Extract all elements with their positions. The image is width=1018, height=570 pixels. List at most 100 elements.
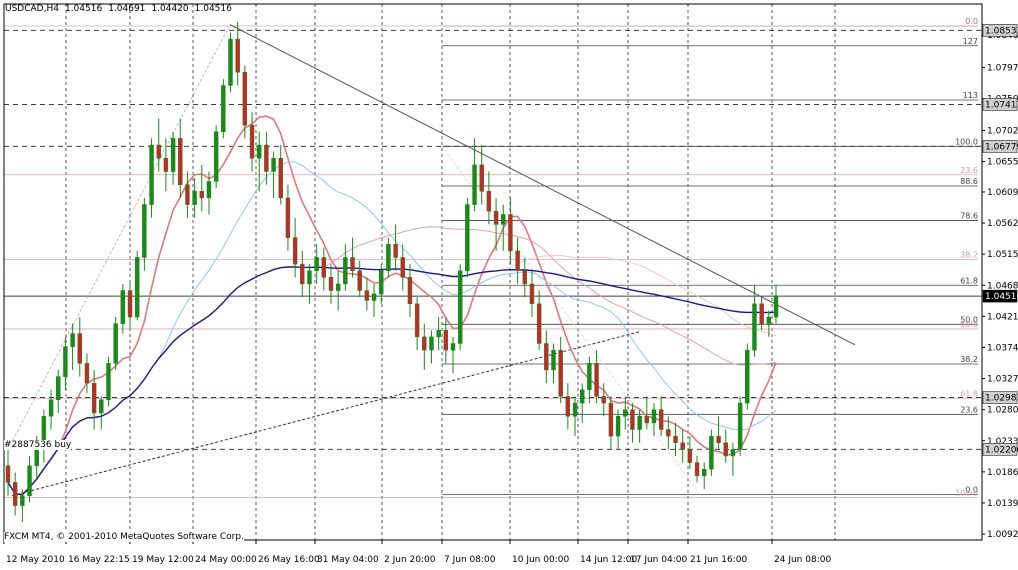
candle-body	[163, 157, 169, 172]
candle-body	[766, 316, 772, 324]
candle-body	[12, 482, 18, 506]
candle-body	[465, 204, 470, 271]
candle-body	[558, 349, 563, 397]
candle-body	[422, 336, 427, 351]
candle-body	[292, 237, 298, 265]
candle-body	[501, 214, 506, 225]
candle-body	[127, 290, 133, 318]
price-tag-label: 1.04516	[985, 292, 1018, 302]
fibo-pink-label: 0.0	[965, 17, 978, 26]
candle-body	[479, 164, 484, 192]
candle-body	[20, 495, 25, 506]
ma-trend-line	[7, 266, 777, 496]
y-tick-label: 1.04210	[987, 312, 1018, 322]
close-value: 1.04516	[194, 4, 232, 14]
x-tick-label: 26 May 16:00	[258, 555, 320, 565]
candle-body	[120, 290, 126, 324]
candle-body	[551, 349, 556, 371]
candle-body	[673, 435, 678, 443]
x-tick-label: 14 Jun 12:00	[580, 555, 637, 565]
candle-body	[256, 144, 262, 159]
candle-body	[170, 138, 176, 172]
candle-body	[730, 449, 736, 457]
candle-body	[429, 336, 434, 351]
x-tick-label: 31 May 04:00	[317, 555, 379, 565]
candle-body	[472, 164, 477, 205]
price-tag-box	[982, 443, 1018, 456]
candle-body	[63, 346, 68, 377]
y-tick-label: 1.00920	[987, 530, 1018, 540]
candle-body	[156, 144, 161, 159]
price-tag-label: 1.02200	[985, 445, 1018, 455]
y-tick-label: 1.06550	[987, 158, 1018, 168]
fibo-pink-label: 50.0	[960, 320, 978, 329]
fibo-base-line	[441, 146, 701, 495]
candle-body	[393, 243, 398, 258]
axes-layer: 1.084601.079701.075001.070201.065501.060…	[3, 3, 1018, 565]
trendline-layer	[7, 24, 856, 497]
price-tag-label: 1.06779	[985, 142, 1018, 152]
fibo-level-label: 0.0	[965, 17, 978, 26]
candle-body	[178, 138, 183, 185]
x-tick-label: 19 May 12:00	[132, 555, 194, 565]
candle-body	[694, 462, 700, 477]
candle-body	[407, 277, 413, 305]
y-tick-label: 1.04680	[987, 281, 1018, 291]
candle-body	[56, 376, 61, 400]
fibo-level-label: 100.0	[955, 137, 978, 146]
x-tick-label: 2 Jun 20:00	[384, 555, 436, 565]
candle-body	[630, 409, 635, 430]
y-tick-label: 1.07970	[987, 64, 1018, 74]
candle-body	[350, 257, 355, 271]
x-tick-label: 17 Jun 04:00	[630, 555, 687, 565]
plot-border	[3, 3, 983, 541]
candle-body	[601, 396, 606, 404]
candle-body	[450, 343, 456, 351]
candle-body	[457, 270, 463, 344]
candle-body	[529, 283, 535, 305]
candle-body	[436, 330, 441, 338]
candle-body	[587, 363, 592, 391]
candle-body	[572, 402, 578, 417]
candle-body	[508, 214, 513, 252]
price-tag-box	[982, 98, 1018, 111]
y-tick-label: 1.03270	[987, 375, 1018, 385]
candle-body	[314, 257, 319, 271]
candle-body	[716, 435, 721, 443]
symbol-header: USDCAD,H4 1.04516 1.04691 1.04420 1.04516	[5, 4, 238, 14]
candle-body	[113, 323, 118, 364]
fibo-pink-label: 23.6	[960, 166, 978, 175]
candle-body	[752, 303, 757, 351]
x-tick-label: 7 Jun 08:00	[444, 555, 496, 565]
fibo-level-label: 78.6	[960, 211, 978, 220]
order-label[interactable]: #2887536 buy	[4, 440, 72, 450]
candle-body	[414, 303, 420, 338]
symbol-label: USDCAD,H4	[5, 4, 59, 14]
candle-body	[594, 363, 599, 397]
candle-body	[264, 144, 269, 172]
candle-body	[199, 191, 205, 199]
candle-body	[443, 330, 449, 351]
candle-body	[185, 184, 190, 205]
candle-body	[106, 363, 111, 400]
candle-body	[99, 399, 104, 414]
candle-body	[493, 210, 499, 225]
candle-body	[515, 250, 520, 271]
fibo-pink-label: 100.0	[955, 489, 978, 498]
candle-body	[637, 416, 642, 430]
candle-body	[221, 85, 226, 133]
candle-body	[702, 468, 707, 477]
x-tick-label: 21 Jun 16:00	[690, 555, 747, 565]
fibo-pink-label: 38.2	[960, 250, 978, 259]
candle-body	[364, 290, 370, 301]
candle-body	[70, 333, 75, 348]
fibo-level-label: 61.8	[960, 276, 978, 285]
candle-body	[680, 442, 685, 450]
candle-body	[91, 382, 97, 414]
candle-body	[371, 293, 377, 301]
y-tick-label: 1.06090	[987, 188, 1018, 198]
candle-body	[300, 263, 305, 285]
candle-body	[486, 191, 492, 212]
candle-body	[379, 270, 384, 295]
candle-body	[623, 409, 628, 417]
